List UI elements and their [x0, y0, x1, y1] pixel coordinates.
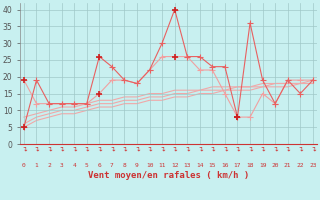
X-axis label: Vent moyen/en rafales ( km/h ): Vent moyen/en rafales ( km/h ) [88, 171, 249, 180]
